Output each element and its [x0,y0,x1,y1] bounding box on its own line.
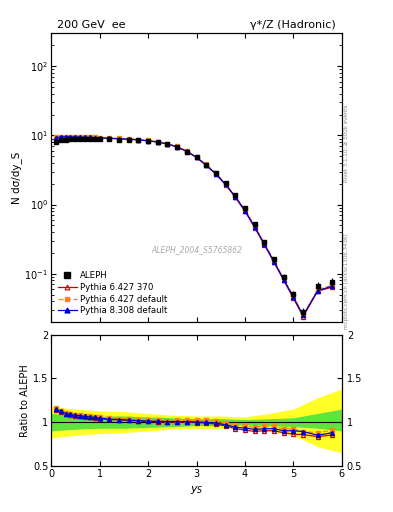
Legend: ALEPH, Pythia 6.427 370, Pythia 6.427 default, Pythia 8.308 default: ALEPH, Pythia 6.427 370, Pythia 6.427 de… [55,269,170,318]
Text: mcplots.cern.ch [arXiv:1306.3436]: mcplots.cern.ch [arXiv:1306.3436] [344,234,349,329]
Y-axis label: Ratio to ALEPH: Ratio to ALEPH [20,364,30,437]
Y-axis label: N dσ/dy_S: N dσ/dy_S [11,152,22,204]
Text: γ*/Z (Hadronic): γ*/Z (Hadronic) [250,20,336,30]
X-axis label: $y_S$: $y_S$ [190,484,203,496]
Text: 200 GeV  ee: 200 GeV ee [57,20,125,30]
Text: ALEPH_2004_S5765862: ALEPH_2004_S5765862 [151,245,242,254]
Text: Rivet 3.1.10; ≥ 500k events: Rivet 3.1.10; ≥ 500k events [344,105,349,182]
